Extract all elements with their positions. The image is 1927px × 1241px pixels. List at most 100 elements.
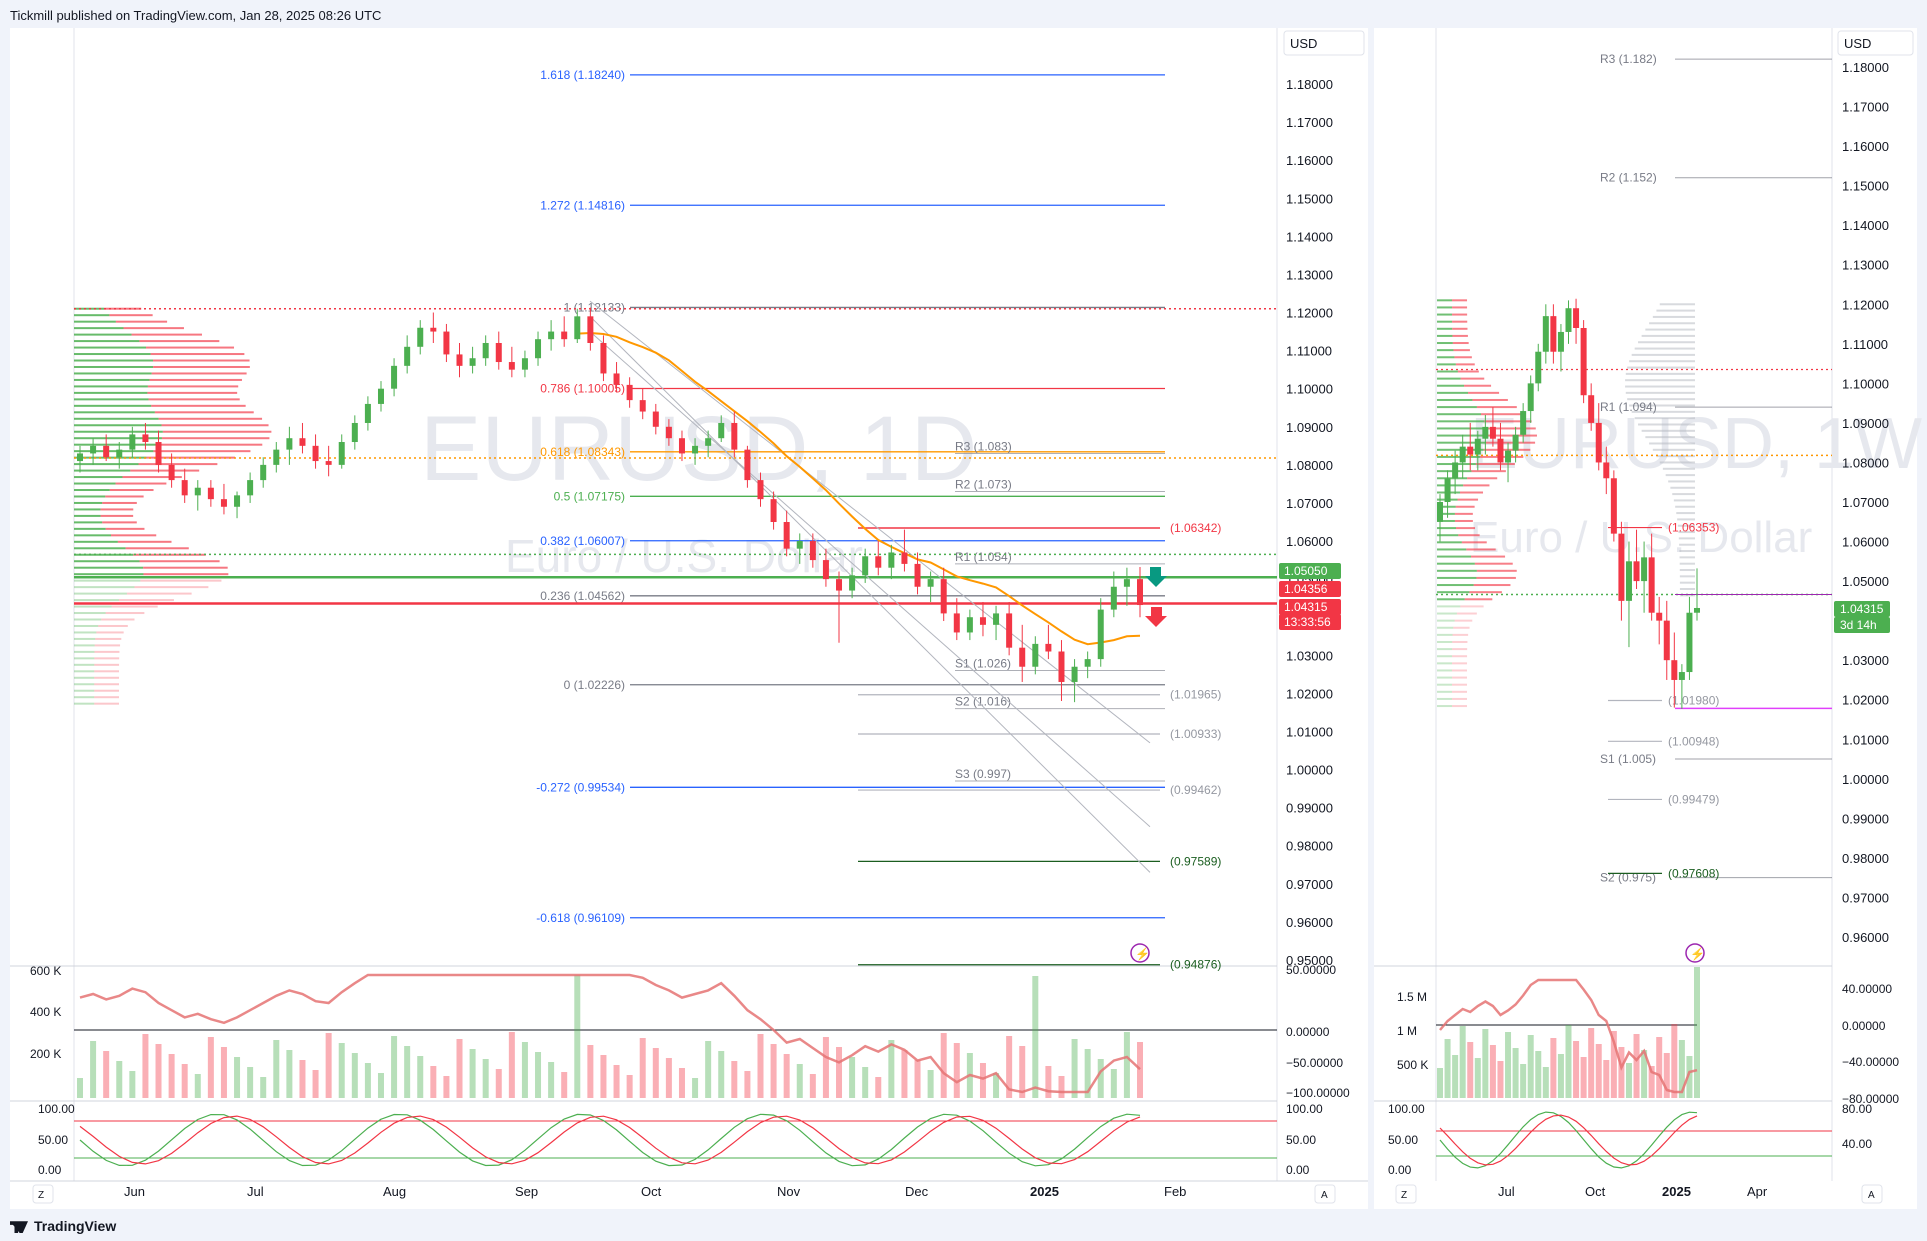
left-profile-bar-sell bbox=[130, 469, 200, 472]
left-down-arrow-icon bbox=[1145, 607, 1167, 627]
left-volume-bar bbox=[247, 1067, 254, 1098]
left-candle-body bbox=[927, 579, 934, 587]
right-stoch-tick: 100.00 bbox=[1388, 1102, 1425, 1116]
right-profile-bar-sell bbox=[1452, 320, 1468, 323]
left-pivot-label: S2 (1.016) bbox=[955, 695, 1011, 709]
left-profile-bar-sell bbox=[115, 482, 167, 485]
right-profile-bar-sell bbox=[1453, 626, 1470, 629]
right-time-axis[interactable]: Jul Oct 2025 Apr bbox=[1498, 1184, 1768, 1199]
left-volume-bar bbox=[1137, 1042, 1143, 1098]
left-candle-body bbox=[731, 422, 738, 450]
left-volume-bar bbox=[692, 1078, 699, 1098]
left-profile-bar-buy bbox=[74, 618, 102, 621]
left-profile-bar-sell bbox=[111, 605, 158, 608]
right-price-tick: 0.96000 bbox=[1842, 930, 1889, 945]
right-profile-bar-buy bbox=[1437, 299, 1453, 302]
right-stoch-k-line bbox=[1439, 1111, 1698, 1169]
left-candles[interactable] bbox=[77, 307, 1143, 703]
left-candle-body bbox=[325, 461, 332, 465]
left-profile-bar-buy bbox=[74, 573, 144, 576]
left-candle-body bbox=[234, 495, 241, 507]
left-zoom-button[interactable] bbox=[32, 1184, 54, 1204]
left-profile-bar-buy bbox=[74, 385, 148, 388]
right-volume-bar bbox=[1497, 1061, 1504, 1098]
left-volume-bar bbox=[836, 1047, 843, 1098]
left-volume-bar bbox=[665, 1058, 672, 1098]
left-currency-label: USD bbox=[1290, 36, 1317, 51]
left-fib-label: 0 (1.02226) bbox=[564, 678, 625, 692]
right-session-profile-bar bbox=[1679, 575, 1695, 578]
right-profile-bar-sell bbox=[1457, 498, 1479, 501]
left-key-levels[interactable] bbox=[74, 300, 1277, 873]
right-lightning-icon[interactable] bbox=[1685, 943, 1705, 963]
left-profile-bar-sell bbox=[94, 657, 120, 660]
tradingview-logo[interactable]: TradingView bbox=[10, 1218, 116, 1234]
left-candle-body bbox=[1019, 647, 1026, 667]
left-fib-label: 1 (1.12133) bbox=[564, 300, 625, 314]
left-volume-bar bbox=[273, 1040, 280, 1098]
left-fib-extension[interactable]: 1.618 (1.18240) 1.272 (1.14816) 1 (1.12133… bbox=[536, 68, 1165, 925]
left-time-axis[interactable]: Jun Jul Aug Sep Oct Nov Dec 2025 Feb bbox=[124, 1184, 1186, 1199]
left-profile-bar-buy bbox=[74, 463, 139, 466]
right-candles[interactable] bbox=[1437, 298, 1700, 709]
left-volume-bar bbox=[875, 1077, 882, 1098]
right-currency-box[interactable] bbox=[1837, 30, 1914, 56]
left-candle-body bbox=[639, 400, 646, 412]
right-volume-bar bbox=[1663, 1053, 1670, 1098]
left-volume-bar bbox=[77, 1078, 83, 1098]
left-lightning-icon[interactable] bbox=[1130, 943, 1150, 963]
left-volume-bar bbox=[194, 1074, 201, 1098]
left-price-badge bbox=[1279, 581, 1341, 597]
left-candle-body bbox=[901, 552, 908, 564]
left-auto-scale-button[interactable] bbox=[1314, 1184, 1336, 1204]
left-price-badge bbox=[1279, 614, 1341, 630]
left-price-tick: 1.02000 bbox=[1286, 686, 1333, 701]
right-profile-bar-sell bbox=[1454, 519, 1473, 522]
left-profile-bar-sell bbox=[151, 372, 247, 375]
right-auto-scale-button[interactable] bbox=[1861, 1184, 1883, 1204]
right-volume-bar bbox=[1520, 1064, 1527, 1098]
left-profile-bar-sell bbox=[122, 476, 182, 479]
right-price-axis[interactable]: 1.18000 1.17000 1.16000 1.15000 1.14000 1.130… bbox=[1842, 60, 1889, 945]
right-volume-bar bbox=[1648, 1066, 1655, 1098]
right-session-profile-bar bbox=[1678, 531, 1695, 534]
left-volume-bar bbox=[456, 1039, 463, 1098]
left-targets: (1.06342) (1.01965) (1.00933) (0.99462) (0.9… bbox=[858, 521, 1221, 972]
left-volume-bar bbox=[600, 1055, 607, 1098]
right-volume-tick: 500 K bbox=[1397, 1058, 1428, 1072]
right-volume-pane: 1.5 M 1 M 500 K 40.00000 0.00000 −40.00000 −80… bbox=[1397, 967, 1899, 1106]
right-profile-bar-buy bbox=[1437, 584, 1474, 587]
left-profile-bar-buy bbox=[74, 560, 140, 563]
left-candle-body bbox=[1137, 579, 1143, 606]
left-profile-bar-buy bbox=[74, 670, 95, 673]
left-candle-body bbox=[247, 480, 254, 496]
left-currency-box[interactable] bbox=[1283, 30, 1365, 56]
right-candle-body bbox=[1474, 438, 1481, 455]
left-volume-bar bbox=[744, 1071, 751, 1098]
right-zoom-button[interactable] bbox=[1395, 1184, 1417, 1204]
left-oscillator-line bbox=[79, 973, 1141, 1094]
right-profile-bar-buy bbox=[1437, 562, 1475, 565]
right-profile-bar-buy bbox=[1437, 384, 1465, 387]
tradingview-logo-icon bbox=[10, 1221, 28, 1234]
right-volume-bar bbox=[1694, 967, 1700, 1098]
right-candle-body bbox=[1557, 331, 1564, 352]
left-time-tick: Feb bbox=[1164, 1184, 1186, 1199]
right-profile-bar-buy bbox=[1437, 427, 1487, 430]
left-ma-line bbox=[577, 331, 1141, 646]
right-session-profile-bar bbox=[1629, 360, 1695, 363]
left-volume-bar bbox=[574, 975, 581, 1098]
right-profile-bar-sell bbox=[1455, 363, 1475, 366]
right-profile-bar-sell bbox=[1452, 648, 1468, 651]
right-price-tick: 1.11000 bbox=[1842, 337, 1888, 352]
left-time-tick: Aug bbox=[383, 1184, 406, 1199]
left-auto-label: A bbox=[1321, 1190, 1328, 1201]
right-volume-bar bbox=[1459, 1026, 1466, 1098]
right-profile-bar-buy bbox=[1437, 398, 1473, 401]
right-oscillator-line bbox=[1439, 978, 1698, 1094]
right-profile-bar-buy bbox=[1437, 420, 1485, 423]
right-session-profile-bar bbox=[1625, 385, 1695, 388]
left-candle-body bbox=[273, 449, 280, 465]
left-candle-body bbox=[417, 327, 424, 347]
